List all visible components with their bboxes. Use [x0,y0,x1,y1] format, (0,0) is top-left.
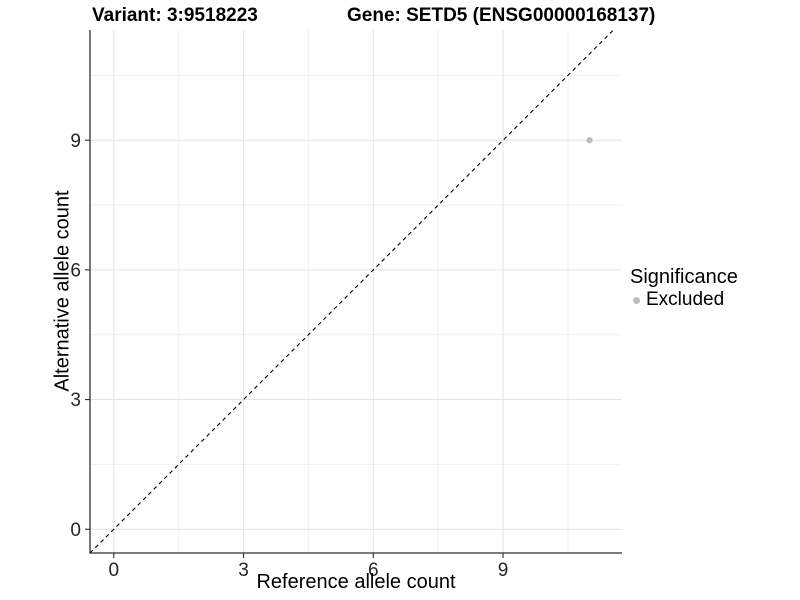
legend-item-excluded: Excluded [630,289,738,311]
data-point [586,137,593,144]
gene-title: Gene: SETD5 (ENSG00000168137) [347,5,656,26]
legend-point-icon [633,296,640,304]
y-tick-label: 6 [70,261,81,282]
y-tick-label: 0 [70,520,81,541]
x-tick-label: 6 [368,560,379,581]
legend: Significance Excluded [630,265,738,311]
variant-title: Variant: 3:9518223 [92,5,258,26]
y-axis-title: Alternative allele count [51,190,74,392]
x-axis-title: Reference allele count [256,571,456,593]
legend-title: Significance [630,266,738,288]
x-tick-label: 9 [498,560,509,581]
y-tick-label: 3 [70,390,81,411]
x-tick-label: 3 [238,560,249,581]
x-tick-label: 0 [108,560,119,581]
identity-line [89,29,614,554]
y-tick-label: 9 [70,131,81,152]
legend-item-label: Excluded [646,289,725,310]
